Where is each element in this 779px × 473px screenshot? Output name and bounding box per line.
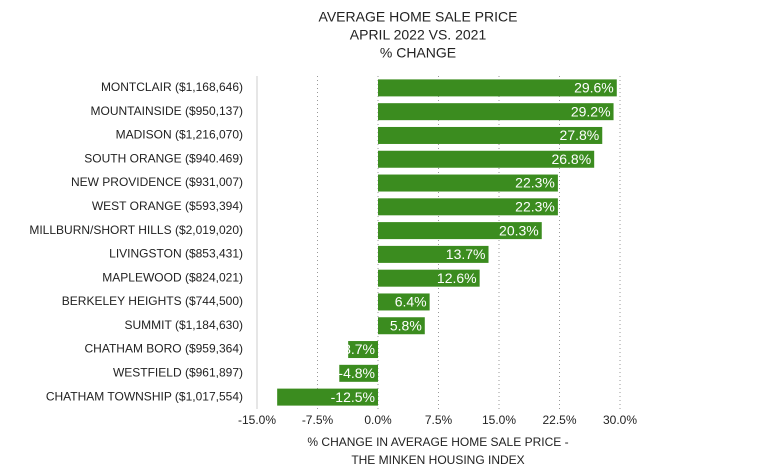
x-tick-label: 0.0% (364, 413, 392, 427)
bar (348, 341, 378, 359)
y-tick-label: MOUNTAINSIDE ($950,137) (91, 104, 244, 118)
value-label: 5.8% (390, 317, 422, 333)
y-tick-label: SOUTH ORANGE ($940.469) (84, 151, 243, 165)
value-label: 12.6% (437, 270, 477, 286)
bar (378, 293, 430, 311)
value-label: 22.3% (515, 175, 555, 191)
y-tick-label: WESTFIELD ($961,897) (113, 365, 243, 379)
value-label: 29.2% (571, 103, 611, 119)
chart-title: APRIL 2022 VS. 2021 (350, 27, 487, 43)
y-tick-label: NEW PROVIDENCE ($931,007) (71, 175, 243, 189)
bar (378, 103, 614, 121)
y-tick-label: MADISON ($1,216,070) (116, 128, 243, 142)
value-label: 22.3% (515, 199, 555, 215)
x-tick-label: -7.5% (302, 413, 334, 427)
x-tick-label: 30.0% (603, 413, 637, 427)
y-tick-label: LIVINGSTON ($853,431) (109, 247, 243, 261)
bar (378, 79, 617, 97)
value-label: 26.8% (551, 151, 591, 167)
bar (378, 269, 480, 287)
bar (378, 198, 558, 216)
value-label: 27.8% (560, 127, 600, 143)
bar (378, 317, 425, 335)
x-tick-label: 22.5% (542, 413, 576, 427)
y-tick-label: MAPLEWOOD ($824,021) (102, 270, 243, 284)
y-tick-label: SUMMIT ($1,184,630) (125, 318, 244, 332)
x-tick-label: 15.0% (482, 413, 516, 427)
value-label: 13.7% (446, 246, 486, 262)
bar (378, 222, 542, 240)
y-tick-label: WEST ORANGE ($593,394) (92, 199, 243, 213)
bar (378, 126, 603, 144)
chart-title: % CHANGE (380, 45, 456, 61)
y-tick-label: CHATHAM BORO ($959,364) (85, 342, 244, 356)
chart-title: AVERAGE HOME SALE PRICE (319, 9, 518, 25)
value-label: 20.3% (499, 222, 539, 238)
bar (378, 245, 489, 263)
x-tick-label: -15.0% (238, 413, 276, 427)
value-label: -3.7% (338, 341, 375, 357)
bar (339, 364, 378, 382)
x-tick-label: 7.5% (425, 413, 453, 427)
value-label: -4.8% (338, 365, 375, 381)
bar (277, 388, 378, 406)
bar (378, 150, 595, 168)
bar (378, 174, 558, 192)
value-label: -12.5% (331, 389, 375, 405)
y-tick-label: CHATHAM TOWNSHIP ($1,017,554) (46, 389, 243, 403)
x-axis-label: % CHANGE IN AVERAGE HOME SALE PRICE - (307, 435, 568, 449)
y-tick-label: BERKELEY HEIGHTS ($744,500) (62, 294, 243, 308)
y-tick-label: MILLBURN/SHORT HILLS ($2,019,020) (29, 223, 243, 237)
x-axis-label: THE MINKEN HOUSING INDEX (351, 453, 524, 467)
value-label: 6.4% (395, 294, 427, 310)
y-tick-label: MONTCLAIR ($1,168,646) (101, 80, 243, 94)
value-label: 29.6% (574, 80, 614, 96)
